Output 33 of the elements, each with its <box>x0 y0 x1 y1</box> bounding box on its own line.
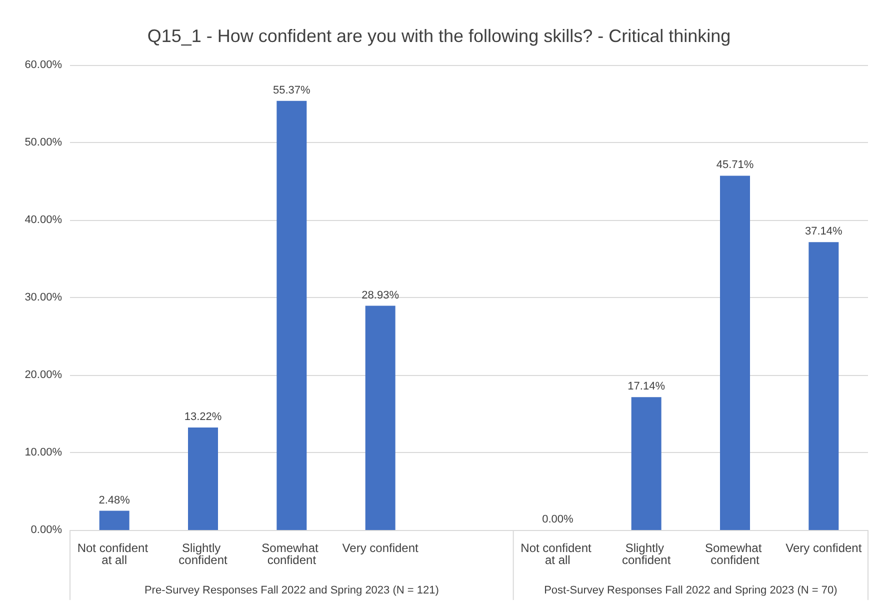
y-tick-label: 60.00% <box>24 59 62 71</box>
bar <box>631 397 662 530</box>
y-tick-label: 40.00% <box>24 214 62 226</box>
bar <box>808 242 839 530</box>
bar <box>720 176 750 530</box>
data-label: 55.37% <box>273 84 311 96</box>
bar <box>188 428 218 530</box>
bar <box>99 510 130 530</box>
x-tick-label: Slightly confident <box>622 541 672 567</box>
data-label: 17.14% <box>628 380 666 393</box>
data-label: 0.00% <box>542 514 574 526</box>
x-tick-label: Somewhat confident <box>262 541 322 567</box>
bar <box>365 306 396 530</box>
chart-title: Q15_1 - How confident are you with the following skills? - Critical thinking <box>147 26 731 46</box>
text: Pre-Survey Responses Fall 2022 and Spring 2023 (N = 121) <box>144 584 439 596</box>
data-label: 13.22% <box>184 411 222 424</box>
y-tick-label: 30.00% <box>24 292 62 304</box>
data-label: 45.71% <box>716 159 754 172</box>
y-tick-label: 10.00% <box>24 446 62 458</box>
x-tick-label: Somewhat confident <box>704 541 766 567</box>
x-tick-label: Very confident <box>342 541 420 555</box>
x-tick-label: Slightly confident <box>178 541 228 567</box>
data-label: 28.93% <box>362 289 400 302</box>
bar <box>276 100 307 530</box>
x-tick-label: Not confident at all <box>77 541 152 567</box>
data-label: 37.14% <box>805 226 843 238</box>
data-label: 2.48% <box>98 494 130 506</box>
y-tick-label: 20.00% <box>24 369 62 381</box>
x-tick-label: Very confident <box>786 541 862 555</box>
y-tick-label: 0.00% <box>30 524 62 536</box>
y-tick-label: 50.00% <box>24 136 62 148</box>
text: Post-Survey Responses Fall 2022 and Spring 2023 (N = 70) <box>544 584 838 596</box>
x-tick-label: Not confident at all <box>520 541 595 567</box>
